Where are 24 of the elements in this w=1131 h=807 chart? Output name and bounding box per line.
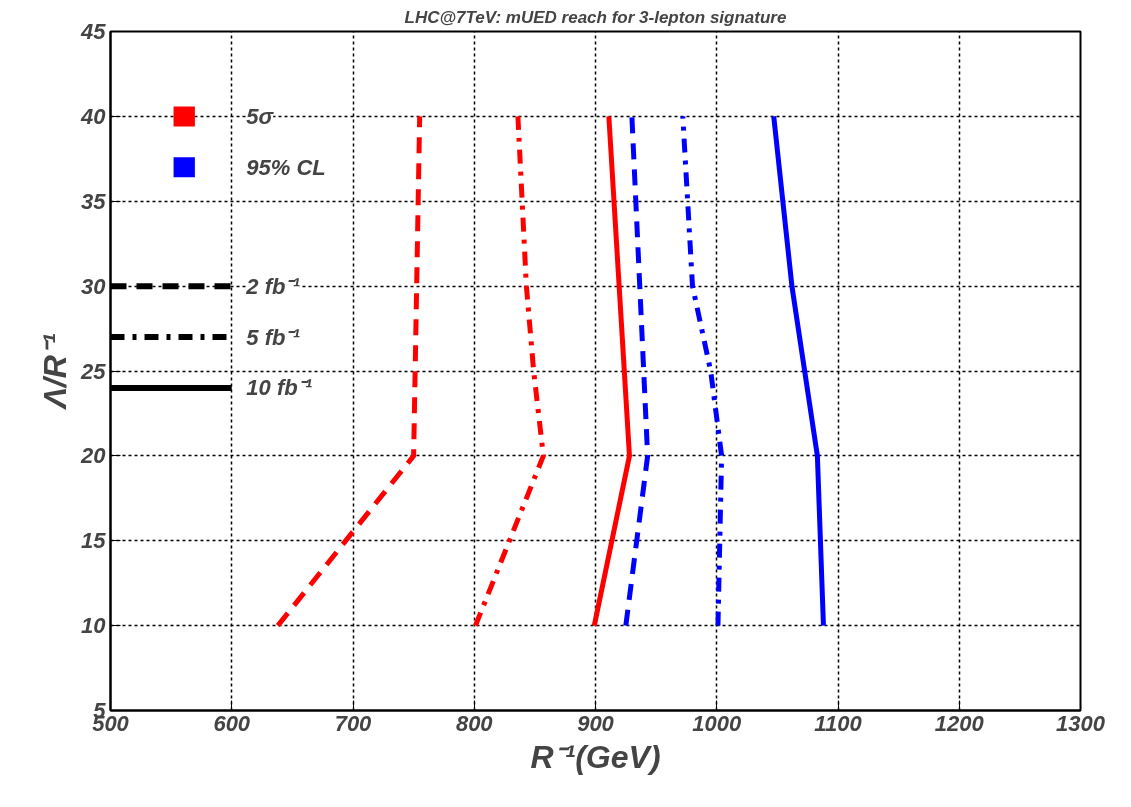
y-tick-label: 10 bbox=[81, 613, 107, 639]
chart-title: LHC@7TeV: mUED reach for 3-lepton signature bbox=[404, 7, 787, 27]
x-tick-label: 1000 bbox=[692, 710, 742, 736]
x-tick-label: 600 bbox=[213, 710, 251, 736]
x-tick-label: 1200 bbox=[934, 710, 985, 736]
x-tick-label: 1100 bbox=[814, 710, 863, 736]
x-tick-label: 1300 bbox=[1056, 710, 1106, 736]
y-axis-title: Λ/R⁻¹ bbox=[37, 333, 74, 411]
annotation: 10 fb⁻¹ bbox=[246, 375, 313, 401]
annotation: 5σ bbox=[246, 103, 275, 129]
annotation: 2 fb⁻¹ bbox=[245, 273, 301, 299]
y-tick-label: 45 bbox=[80, 19, 107, 44]
y-tick-label: 15 bbox=[81, 528, 107, 554]
annotation: 95% CL bbox=[246, 154, 326, 180]
x-tick-label: 800 bbox=[455, 710, 494, 736]
y-tick-label: 30 bbox=[81, 273, 107, 299]
y-tick-label: 25 bbox=[80, 358, 107, 384]
x-tick-label: 700 bbox=[334, 710, 373, 736]
y-tick-label: 40 bbox=[80, 103, 107, 129]
annotation: 5 fb⁻¹ bbox=[246, 324, 301, 350]
y-tick-label: 20 bbox=[80, 443, 107, 469]
x-axis-title: R⁻¹(GeV) bbox=[530, 738, 661, 775]
x-tick-label: 900 bbox=[577, 710, 615, 736]
y-tick-label: 35 bbox=[81, 188, 107, 214]
